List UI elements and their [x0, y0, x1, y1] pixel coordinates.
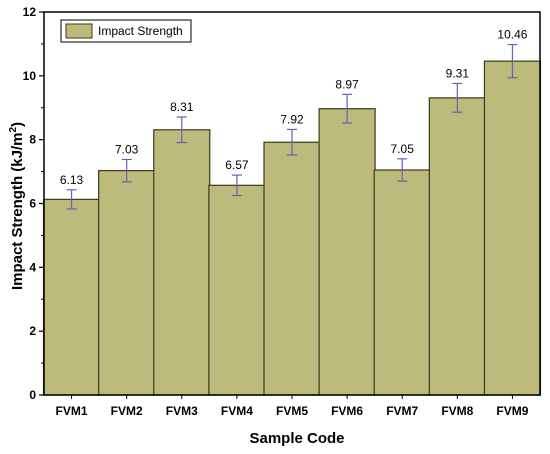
y-tick-label-6: 6	[29, 197, 36, 211]
y-axis-title: Impact Strength (kJ/m2)	[8, 122, 26, 290]
bar-fvm3	[153, 129, 211, 396]
bar-fvm1	[42, 198, 101, 396]
y-tick-label-2: 2	[29, 324, 36, 338]
error-bars-group	[66, 43, 518, 210]
x-tick-label-fvm9: FVM9	[496, 404, 528, 418]
data-label-fvm4: 6.57	[225, 158, 249, 172]
legend-label: Impact Strength	[98, 24, 183, 38]
data-label-fvm1: 6.13	[60, 173, 84, 187]
bar-fvm2	[98, 170, 156, 396]
bar-fvm5	[263, 141, 321, 396]
bar-fvm4	[208, 184, 266, 396]
data-label-fvm7: 7.05	[391, 142, 415, 156]
x-tick-label-fvm2: FVM2	[111, 404, 143, 418]
data-label-fvm5: 7.92	[280, 112, 304, 126]
y-axis-title-main: Impact Strength (kJ/m	[9, 133, 26, 291]
x-tick-label-fvm4: FVM4	[221, 404, 253, 418]
y-axis-title-sup: 2	[8, 127, 19, 133]
legend: Impact Strength	[60, 19, 192, 43]
x-tick-label-fvm6: FVM6	[331, 404, 363, 418]
data-label-fvm6: 8.97	[335, 77, 359, 91]
axes-group: FVM1 FVM2 FVM3 FVM4 FVM5 FVM6 FVM7 FVM8 FVM9 0 2 4 6…	[23, 5, 541, 418]
y-tick-label-4: 4	[29, 260, 36, 274]
y-tick-label-0: 0	[29, 388, 36, 402]
data-label-fvm8: 9.31	[446, 66, 470, 80]
data-label-fvm3: 8.31	[170, 100, 194, 114]
y-axis-title-close: )	[9, 122, 26, 127]
data-label-fvm2: 7.03	[115, 142, 139, 156]
x-tick-label-fvm1: FVM1	[56, 404, 88, 418]
data-label-fvm9: 10.46	[497, 28, 527, 42]
x-tick-label-fvm8: FVM8	[441, 404, 473, 418]
y-tick-label-8: 8	[29, 133, 36, 147]
x-axis-title: Sample Code	[249, 430, 344, 447]
legend-swatch	[65, 23, 93, 39]
bar-fvm7	[373, 169, 431, 396]
x-tick-label-fvm5: FVM5	[276, 404, 308, 418]
y-tick-label-10: 10	[23, 69, 37, 83]
bar-fvm8	[428, 97, 486, 396]
x-tick-label-fvm3: FVM3	[166, 404, 198, 418]
y-tick-label-12: 12	[23, 5, 37, 19]
legend-box	[60, 19, 192, 43]
x-tick-label-fvm7: FVM7	[386, 404, 418, 418]
bar-fvm9	[483, 60, 542, 396]
bars-group	[42, 60, 542, 396]
bar-fvm6	[318, 108, 376, 396]
value-labels-group: 6.13 7.03 8.31 6.57 7.92 8.97 7.05 9.31 10.46	[60, 28, 528, 187]
